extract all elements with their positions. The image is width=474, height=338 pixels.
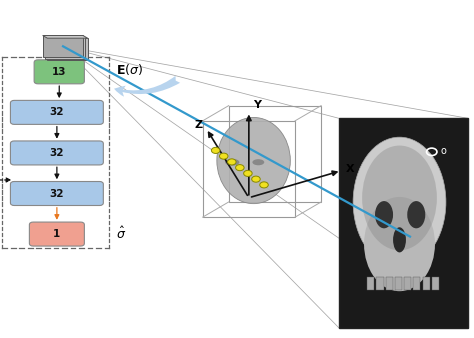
Circle shape bbox=[211, 147, 220, 153]
Bar bbox=[413, 276, 420, 290]
Text: X: X bbox=[346, 164, 355, 174]
Text: Z: Z bbox=[194, 120, 202, 130]
Bar bbox=[47, 38, 88, 60]
Text: 32: 32 bbox=[50, 148, 64, 158]
Circle shape bbox=[252, 176, 260, 182]
Text: $\mathbf{E}(\sigma)$: $\mathbf{E}(\sigma)$ bbox=[116, 62, 143, 77]
FancyBboxPatch shape bbox=[29, 222, 84, 246]
Circle shape bbox=[260, 182, 268, 188]
Bar bbox=[422, 276, 429, 290]
Bar bbox=[432, 276, 439, 290]
Circle shape bbox=[219, 153, 228, 159]
Text: 1: 1 bbox=[53, 229, 61, 239]
Polygon shape bbox=[43, 35, 88, 38]
Bar bbox=[45, 37, 85, 59]
FancyArrowPatch shape bbox=[114, 76, 180, 97]
Text: o: o bbox=[440, 146, 446, 156]
Bar bbox=[367, 276, 374, 290]
Ellipse shape bbox=[353, 137, 446, 267]
Bar bbox=[339, 118, 468, 328]
Bar bbox=[395, 276, 402, 290]
Text: 13: 13 bbox=[52, 67, 66, 77]
Bar bbox=[404, 276, 411, 290]
FancyBboxPatch shape bbox=[10, 182, 103, 206]
Circle shape bbox=[228, 159, 236, 165]
Bar bbox=[43, 35, 83, 57]
Ellipse shape bbox=[375, 201, 393, 228]
Text: 32: 32 bbox=[50, 189, 64, 198]
Text: 32: 32 bbox=[50, 107, 64, 117]
Ellipse shape bbox=[252, 159, 264, 165]
Ellipse shape bbox=[217, 117, 290, 203]
Bar bbox=[386, 276, 393, 290]
Ellipse shape bbox=[407, 201, 425, 228]
Ellipse shape bbox=[225, 159, 239, 166]
Ellipse shape bbox=[362, 146, 437, 250]
Ellipse shape bbox=[364, 197, 435, 291]
Ellipse shape bbox=[393, 227, 406, 252]
Bar bbox=[376, 276, 383, 290]
Circle shape bbox=[244, 170, 252, 176]
FancyBboxPatch shape bbox=[10, 141, 103, 165]
Circle shape bbox=[236, 165, 244, 171]
Text: $\hat{\sigma}$: $\hat{\sigma}$ bbox=[116, 226, 127, 242]
FancyBboxPatch shape bbox=[34, 60, 84, 84]
Text: Y: Y bbox=[253, 100, 261, 110]
FancyBboxPatch shape bbox=[10, 100, 103, 124]
